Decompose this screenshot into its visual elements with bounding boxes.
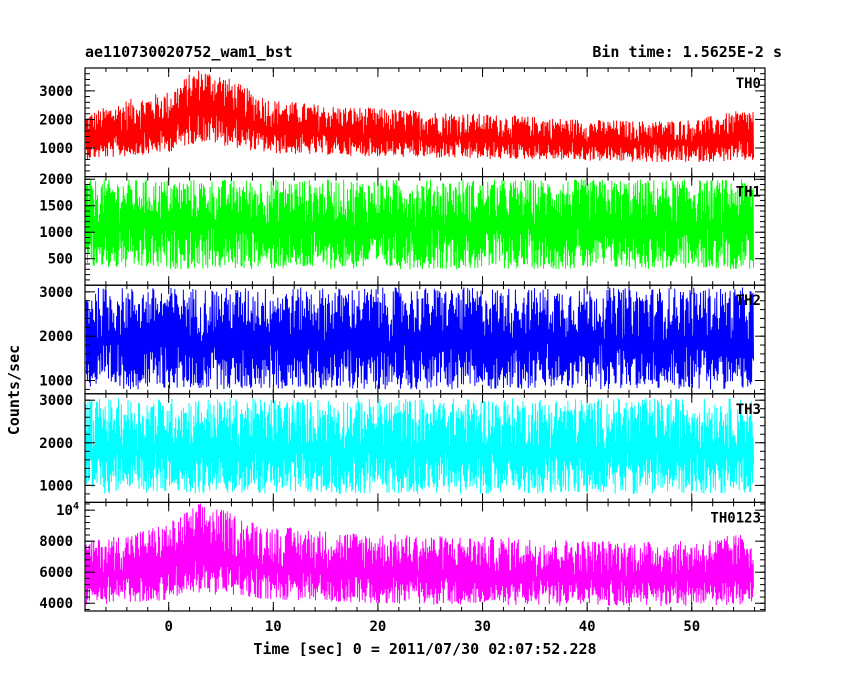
y-tick-label-th1: 1000	[39, 225, 73, 241]
y-tick-label-th3: 1000	[39, 478, 73, 494]
y-tick-label-th0123: 8000	[39, 534, 73, 550]
panel-label-th1: TH1	[736, 185, 761, 201]
y-tick-label-th0: 3000	[39, 84, 73, 100]
y-tick-label-th2: 3000	[39, 285, 73, 301]
y-tick-label-th0: 1000	[39, 141, 73, 157]
x-axis-label: Time [sec] 0 = 2011/07/30 02:07:52.228	[253, 640, 597, 658]
panel-label-th2: TH2	[736, 293, 761, 309]
panel-label-th3: TH3	[736, 402, 761, 418]
y-tick-label-th0123: 4000	[39, 596, 73, 612]
panel-label-th0123: TH0123	[710, 510, 761, 526]
y-tick-label-th1: 500	[48, 252, 73, 268]
series-line-th0	[85, 70, 754, 163]
panel-label-th0: TH0	[736, 76, 761, 92]
series-line-th3	[85, 398, 754, 494]
y-tick-label-th2: 1000	[39, 374, 73, 390]
y-tick-label-th2: 2000	[39, 329, 73, 345]
x-tick-label: 30	[474, 619, 491, 635]
y-tick-label-th1: 1500	[39, 199, 73, 215]
y-tick-label-th3: 3000	[39, 393, 73, 409]
x-tick-label: 40	[579, 619, 596, 635]
x-tick-label: 0	[164, 619, 172, 635]
x-tick-label: 10	[265, 619, 282, 635]
series-line-th1	[85, 179, 754, 270]
y-tick-label-th1: 2000	[39, 172, 73, 188]
series-line-th2	[85, 287, 754, 390]
x-tick-label: 20	[369, 619, 386, 635]
y-tick-label-th0: 2000	[39, 112, 73, 128]
y-tick-label-th0123: 6000	[39, 565, 73, 581]
y-tick-label-th3: 2000	[39, 436, 73, 452]
chart-title: ae110730020752_wam1_bst	[85, 43, 293, 61]
series-line-th0123	[85, 503, 754, 607]
bin-time-label: Bin time: 1.5625E-2 s	[592, 43, 782, 61]
y-tick-label-th0123: 104	[56, 501, 79, 519]
x-tick-label: 50	[683, 619, 700, 635]
panel-frame-th0123	[84, 501, 766, 612]
